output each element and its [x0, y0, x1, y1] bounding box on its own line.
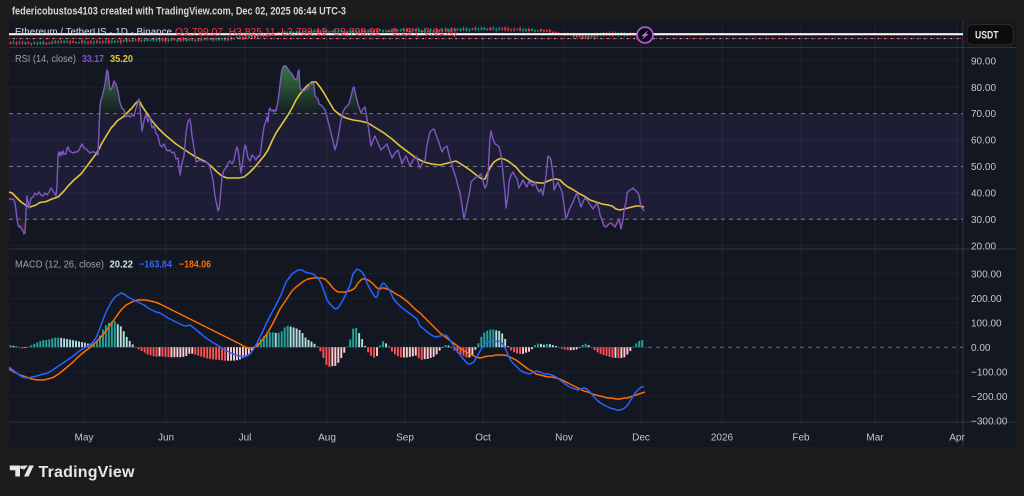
- svg-text:0.00: 0.00: [971, 343, 991, 354]
- svg-text:70.00: 70.00: [971, 109, 996, 120]
- svg-text:60.00: 60.00: [971, 136, 996, 147]
- svg-text:−100.00: −100.00: [971, 367, 1008, 378]
- svg-text:RSI (14, close): RSI (14, close): [15, 54, 76, 65]
- svg-text:200.00: 200.00: [971, 294, 1002, 305]
- svg-text:Mar: Mar: [866, 433, 884, 444]
- svg-text:20.00: 20.00: [971, 241, 996, 252]
- svg-text:−200.00: −200.00: [971, 392, 1008, 403]
- svg-text:O3,799.07 H3,825.11 L3,783.1: O3,799.07 H3,825.11 L3,783.13 C3,798.92 …: [175, 27, 457, 38]
- svg-text:Ethereum / TetherUS · 1D · Bin: Ethereum / TetherUS · 1D · Binance: [15, 27, 172, 38]
- svg-text:20.22: 20.22: [110, 260, 134, 271]
- svg-text:Apr: Apr: [949, 433, 965, 444]
- svg-text:TradingView: TradingView: [39, 464, 136, 481]
- svg-text:33.17: 33.17: [82, 54, 104, 65]
- svg-text:Aug: Aug: [318, 433, 336, 444]
- svg-text:40.00: 40.00: [971, 189, 996, 200]
- svg-text:−300.00: −300.00: [971, 416, 1008, 427]
- svg-text:USDT: USDT: [975, 30, 999, 42]
- svg-text:Sep: Sep: [396, 433, 414, 444]
- svg-text:federicobustos4103 created wit: federicobustos4103 created with TradingV…: [12, 6, 346, 18]
- svg-text:MACD (12, 26, close): MACD (12, 26, close): [15, 260, 104, 271]
- svg-text:Jul: Jul: [239, 433, 252, 444]
- svg-text:Dec: Dec: [632, 433, 650, 444]
- svg-text:50.00: 50.00: [971, 162, 996, 173]
- svg-text:35.20: 35.20: [110, 54, 133, 65]
- svg-text:30.00: 30.00: [971, 215, 996, 226]
- svg-text:100.00: 100.00: [971, 318, 1002, 329]
- svg-text:Feb: Feb: [792, 433, 810, 444]
- svg-text:Nov: Nov: [555, 433, 573, 444]
- svg-text:300.00: 300.00: [971, 269, 1002, 280]
- svg-text:Oct: Oct: [475, 433, 491, 444]
- svg-text:2026: 2026: [711, 433, 734, 444]
- svg-text:May: May: [75, 433, 94, 444]
- svg-text:90.00: 90.00: [971, 56, 996, 67]
- svg-text:−184.06: −184.06: [179, 260, 211, 271]
- svg-text:Jun: Jun: [158, 433, 174, 444]
- svg-text:80.00: 80.00: [971, 83, 996, 94]
- svg-text:−163.84: −163.84: [139, 260, 172, 271]
